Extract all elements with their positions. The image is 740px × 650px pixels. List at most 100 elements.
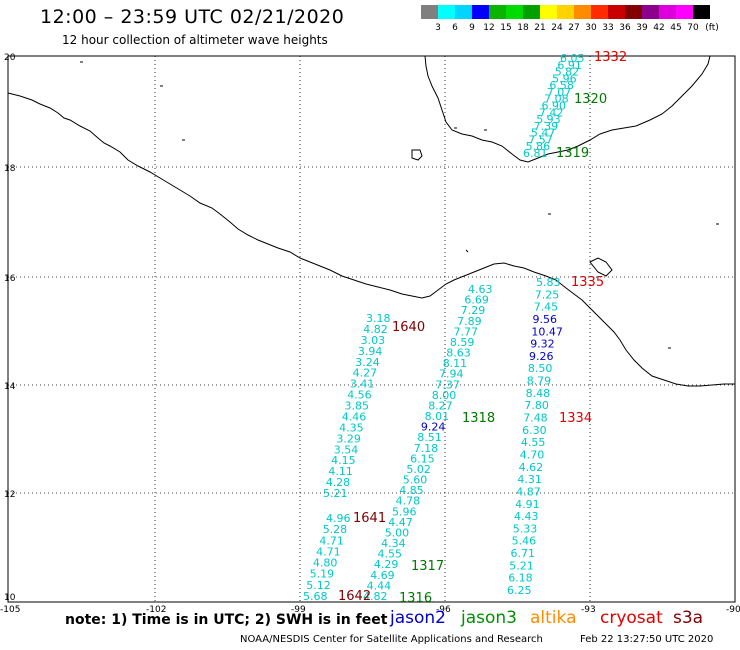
- wave-height-value: 6.71: [511, 547, 536, 560]
- wave-height-value: 5.60: [403, 474, 428, 487]
- colorbar-swatch: [438, 5, 455, 19]
- time-label-1332: 1332: [594, 50, 627, 65]
- lat-label: 10: [4, 593, 16, 603]
- lon-label: -90: [726, 605, 740, 615]
- wave-height-value: 8.01: [425, 410, 450, 423]
- wave-height-value: 5.47: [531, 127, 556, 140]
- colorbar-label: 27: [568, 23, 580, 33]
- wave-height-value: 7.42: [539, 106, 564, 119]
- wave-height-value: 3.41: [350, 378, 375, 391]
- wave-height-value: 4.27: [353, 367, 378, 380]
- colorbar-label: 24: [551, 23, 563, 33]
- colorbar-swatch: [557, 5, 574, 19]
- wave-height-value: 7.37: [435, 378, 460, 391]
- colorbar-label: 6: [452, 23, 458, 33]
- satellite-legend-cryosat: cryosat: [600, 608, 663, 628]
- wave-height-value: 4.96: [326, 512, 351, 525]
- wave-height-value: 9.24: [421, 421, 446, 434]
- wave-height-value: 5.21: [509, 559, 534, 572]
- wave-height-value: 4.44: [367, 579, 392, 592]
- wave-height-value: 7.48: [523, 412, 548, 425]
- time-label-1320: 1320: [574, 92, 607, 107]
- colorbar-swatch: [659, 5, 676, 19]
- wave-height-value: 8.51: [417, 431, 442, 444]
- wave-height-value: 4.71: [316, 545, 341, 558]
- wave-height-value: 4.91: [515, 498, 540, 511]
- lon-label: -99: [291, 605, 306, 615]
- colorbar-swatch: [472, 5, 489, 19]
- colorbar-swatch: [489, 5, 506, 19]
- wave-height-value: 4.11: [328, 465, 353, 478]
- lat-label: 14: [4, 382, 16, 392]
- wave-height-value: 8.00: [432, 389, 457, 402]
- page-subtitle: 12 hour collection of altimeter wave hei…: [62, 33, 328, 47]
- colorbar-label: 45: [670, 23, 682, 33]
- lon-label: -105: [0, 605, 20, 615]
- wave-height-value: 4.55: [378, 548, 403, 561]
- wave-height-value: 7.94: [439, 368, 464, 381]
- colorbar-label: 3: [435, 23, 441, 33]
- wave-height-value: 8.50: [528, 362, 553, 375]
- wave-height-value: 4.47: [388, 516, 413, 529]
- page-title: 12:00 – 23:59 UTC 02/21/2020: [40, 6, 345, 28]
- wave-height-value: 7.29: [461, 304, 486, 317]
- time-label-1318: 1318: [462, 411, 495, 426]
- colorbar-label: 9: [469, 23, 475, 33]
- satellite-legend-jason3: jason3: [461, 608, 517, 628]
- colorbar-swatch: [591, 5, 608, 19]
- lon-labels: -105 -102 -99 -96 -93 -90: [0, 605, 740, 615]
- wave-height-value: 6.15: [410, 452, 435, 465]
- wave-height-value: 5.02: [406, 463, 431, 476]
- wave-height-value: 7.08: [544, 93, 569, 106]
- wave-height-value: 7.25: [535, 288, 560, 301]
- satellite-legend-s3a: s3a: [673, 608, 704, 628]
- wave-height-value: 4.35: [339, 421, 364, 434]
- wave-height-value: 7.39: [534, 120, 559, 133]
- wave-height-value: 8.27: [428, 399, 453, 412]
- wave-height-value: 8.48: [526, 387, 551, 400]
- colorbar-label: 15: [500, 23, 512, 33]
- colorbar-swatch: [540, 5, 557, 19]
- wave-height-value: 3.54: [334, 443, 359, 456]
- wave-height-value: 4.70: [520, 449, 545, 462]
- wave-height-value: 5.21: [323, 487, 348, 500]
- time-label-1316: 1316: [399, 591, 432, 606]
- wave-height-value: 7.45: [534, 301, 559, 314]
- wave-height-value: 4.87: [516, 485, 541, 498]
- wave-height-value: 7.89: [457, 315, 482, 328]
- wave-height-value: 6.91: [557, 59, 582, 72]
- colorbar-label: 21: [534, 23, 546, 33]
- wave-height-value: 5.19: [310, 568, 335, 581]
- altimeter-tracks: 6.056.915.825.966.587.077.086.907.425.93…: [303, 52, 585, 603]
- colorbar-label: 12: [483, 23, 495, 33]
- wave-height-value: 6.18: [508, 572, 533, 585]
- wave-height-value: 4.71: [319, 534, 344, 547]
- wave-height-value: 4.55: [521, 436, 546, 449]
- colorbar-unit: (ft): [705, 23, 719, 33]
- colorbar-label: 18: [517, 23, 529, 33]
- coastline-gulf: [424, 55, 711, 163]
- wave-height-value: 5.68: [303, 590, 328, 603]
- wave-height-value: 6.69: [464, 294, 489, 307]
- wave-height-value: 7.77: [454, 325, 479, 338]
- wave-height-value: 3.24: [355, 356, 380, 369]
- colorbar-label: 33: [602, 23, 614, 33]
- wave-height-value: 7.07: [547, 86, 572, 99]
- colorbar-swatch: [693, 5, 710, 19]
- wave-height-value: 5.82: [555, 66, 580, 79]
- colorbar-label: 70: [687, 23, 699, 33]
- colorbar-label: 39: [636, 23, 648, 33]
- credit-text: NOAA/NESDIS Center for Satellite Applica…: [240, 634, 543, 645]
- wave-height-value: 6.58: [549, 79, 574, 92]
- colorbar-swatch: [455, 5, 472, 19]
- time-label-1319: 1319: [556, 146, 589, 161]
- colorbar-label: 42: [653, 23, 665, 33]
- wave-height-value: 5.86: [526, 140, 551, 153]
- time-labels: 1332 1320 1319 1335 1640 1318 1334 1641 …: [338, 50, 627, 606]
- wave-height-value: 5.93: [536, 113, 561, 126]
- colorbar-swatch: [421, 5, 438, 19]
- wave-height-value: 5.00: [385, 527, 410, 540]
- satellite-legend-altika: altika: [530, 608, 577, 628]
- wave-height-value: 4.85: [399, 484, 424, 497]
